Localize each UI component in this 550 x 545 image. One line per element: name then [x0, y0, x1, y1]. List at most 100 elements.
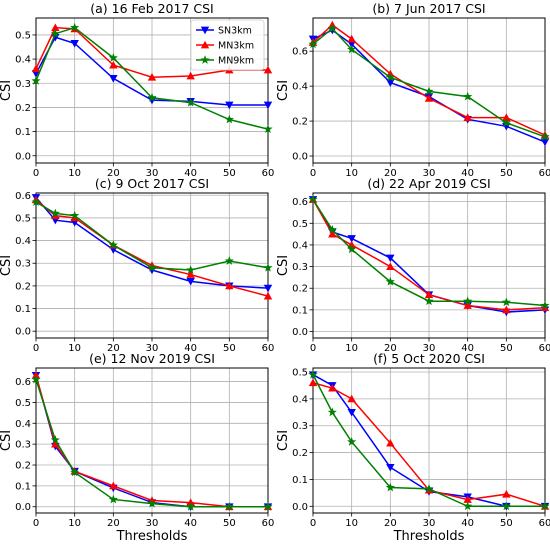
data-point-series-3 [385, 72, 395, 82]
y-tick-label: 0.3 [15, 440, 31, 451]
data-point-series-2 [225, 281, 234, 290]
data-point-series-3 [31, 76, 41, 85]
data-point-series-3 [70, 210, 80, 220]
y-tick-label: 0.1 [15, 481, 31, 492]
data-point-series-2 [186, 71, 195, 80]
data-point-series-1 [225, 101, 234, 110]
x-tick-label: 20 [384, 343, 397, 354]
x-tick-label: 10 [345, 343, 358, 354]
data-point-series-3 [31, 197, 41, 206]
y-tick-label: 0.4 [15, 419, 31, 430]
legend-label: MN9km [218, 56, 254, 67]
data-point-series-3 [108, 494, 118, 504]
x-tick-label: 40 [184, 343, 197, 354]
subplot-5: 0 10 20 30 40 50 60 0.0 0.1 0.2 0.3 0.4 0.5 0.6 (e) 12… [0, 351, 274, 544]
x-tick-label: 20 [384, 518, 397, 529]
y-tick-label: 0.6 [292, 47, 308, 58]
data-point-series-2 [347, 34, 356, 43]
x-tick-label: 60 [262, 343, 275, 354]
series-line-1 [35, 197, 269, 289]
data-point-series-3 [424, 296, 434, 306]
data-point-series-3 [186, 501, 196, 511]
data-point-series-3 [308, 369, 318, 379]
data-point-series-3 [70, 22, 80, 32]
data-point-series-3 [147, 262, 157, 272]
data-point-series-3 [463, 91, 473, 101]
data-point-series-3 [70, 467, 80, 477]
data-point-series-3 [308, 39, 318, 49]
data-point-series-3 [327, 23, 337, 33]
y-tick-label: 0.0 [15, 327, 31, 338]
data-point-series-3 [263, 501, 273, 511]
subplot-6: 0 10 20 30 40 50 60 0.0 0.1 0.2 0.3 0.4 0.5 (f) 5 Oct… [276, 351, 550, 544]
data-point-series-1 [540, 138, 550, 147]
x-tick-label: 60 [539, 343, 550, 354]
x-tick-label: 50 [500, 518, 513, 529]
y-tick-label: 0.3 [15, 259, 31, 270]
y-tick-label: 0.4 [15, 236, 31, 247]
subplot-title: (a) 16 Feb 2017 CSI [90, 1, 214, 16]
subplot-3: 0 10 20 30 40 50 60 0.0 0.1 0.2 0.3 0.4 0.5 0.6 (c) 9 … [0, 176, 274, 354]
subplot-1: 0 10 20 30 40 50 60 0.0 0.1 0.2 0.3 0.4 0.5 (a) 16 Fe… [0, 1, 274, 179]
y-tick-label: 0.0 [15, 502, 31, 513]
y-axis-label: CSI [276, 80, 291, 101]
data-point-series-3 [50, 435, 60, 444]
data-point-series-3 [186, 97, 196, 107]
data-point-series-3 [347, 244, 357, 254]
legend: SN3km MN3km MN9km [190, 19, 265, 71]
data-point-series-2 [51, 439, 60, 448]
legend-marker [200, 55, 210, 64]
x-tick-label: 0 [33, 168, 39, 179]
y-tick-label: 0.2 [292, 117, 308, 128]
data-point-series-1 [109, 75, 118, 83]
x-tick-label: 60 [262, 168, 275, 179]
x-tick-label: 30 [146, 168, 159, 179]
x-tick-label: 40 [461, 343, 474, 354]
series-line-3 [312, 27, 546, 138]
y-tick-label: 0.3 [292, 421, 308, 432]
data-point-series-3 [108, 53, 118, 62]
data-point-series-3 [540, 132, 550, 141]
data-point-series-3 [224, 114, 234, 124]
x-tick-label: 50 [500, 343, 513, 354]
data-point-series-1 [386, 79, 395, 87]
y-tick-label: 0.2 [292, 284, 308, 295]
data-point-series-3 [463, 501, 473, 511]
x-tick-label: 20 [107, 168, 120, 179]
legend-label: MN3km [218, 41, 254, 52]
x-tick-label: 50 [223, 343, 236, 354]
y-tick-label: 0.3 [15, 79, 31, 90]
y-tick-label: 0.2 [292, 448, 308, 459]
x-axis-label: Thresholds [393, 529, 465, 541]
y-tick-label: 0.2 [15, 103, 31, 114]
data-point-series-2 [31, 64, 41, 73]
data-point-series-2 [463, 301, 472, 309]
data-point-series-1 [386, 254, 395, 263]
x-tick-label: 60 [539, 518, 550, 529]
subplot-title: (b) 7 Jun 2017 CSI [372, 1, 485, 16]
x-tick-label: 30 [423, 518, 436, 529]
x-tick-label: 40 [461, 168, 474, 179]
x-tick-label: 30 [146, 518, 159, 529]
y-tick-label: 0.2 [15, 281, 31, 292]
x-tick-label: 0 [33, 518, 39, 529]
y-tick-label: 0.0 [292, 502, 308, 513]
x-tick-label: 50 [223, 168, 236, 179]
y-tick-label: 0.0 [15, 151, 31, 162]
data-point-series-3 [463, 296, 473, 306]
subplot-2: 0 10 20 30 40 50 60 0.0 0.2 0.4 0.6 (b) 7 Jun 2017 … [276, 1, 550, 179]
y-tick-label: 0.1 [15, 127, 31, 138]
data-point-series-2 [424, 290, 434, 299]
data-point-series-2 [386, 438, 395, 447]
data-point-series-3 [147, 498, 157, 508]
y-tick-label: 0.6 [15, 191, 31, 202]
y-tick-label: 0.3 [292, 262, 308, 273]
y-tick-label: 0.1 [292, 305, 308, 316]
y-tick-label: 0.5 [15, 30, 31, 41]
data-point-series-2 [328, 229, 337, 238]
data-point-series-2 [147, 73, 157, 81]
x-tick-label: 40 [184, 518, 197, 529]
data-point-series-2 [263, 65, 273, 74]
x-tick-label: 10 [68, 343, 81, 354]
